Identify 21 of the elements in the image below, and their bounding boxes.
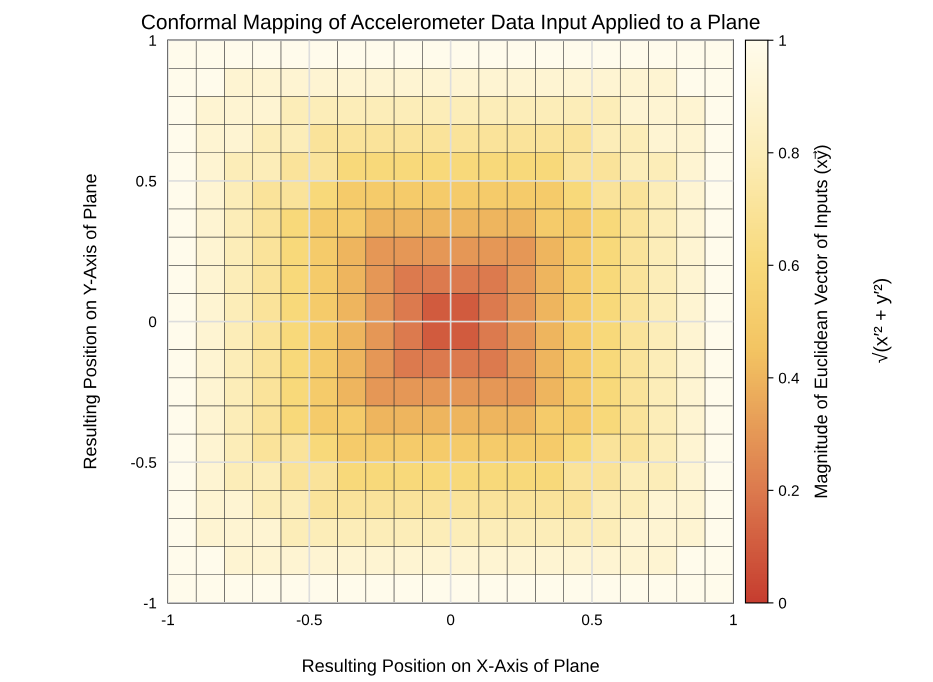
y-tick-label: -0.5	[131, 457, 156, 468]
x-tick-label: 1	[730, 614, 737, 626]
color-bar-label: 0.4	[778, 372, 800, 384]
x-axis-title: Resulting Position on X-Axis of Plane	[303, 658, 599, 676]
x-tick-label: -1	[162, 614, 174, 626]
y-tick-label: 1	[150, 35, 156, 46]
color-bar-label: 1	[779, 35, 786, 46]
color-bar-title: Magnitude of Euclidean Vector of Inputs (xy⃗)	[813, 146, 831, 498]
color-bar-label: 0.6	[778, 260, 799, 271]
y-tick-label: 0	[148, 316, 156, 328]
x-tick-label: 0	[446, 614, 454, 626]
chart-title: Conformal Mapping of Accelerometer Data Input Applied to a Plane	[142, 14, 760, 34]
y-tick-label: 0.5	[136, 176, 156, 187]
color-bar-label: 0.8	[778, 148, 799, 158]
x-tick-label: -0.5	[296, 614, 322, 626]
color-bar-label: 0.2	[778, 485, 799, 496]
y-tick-label: -1	[144, 598, 156, 608]
text: √(x′² + y′²)	[872, 279, 892, 363]
color-bar-label: 0	[778, 598, 786, 609]
y-axis-title: Resulting Position on Y-Axis of Plane	[83, 174, 100, 468]
x-tick-label: 0.5	[582, 614, 602, 626]
